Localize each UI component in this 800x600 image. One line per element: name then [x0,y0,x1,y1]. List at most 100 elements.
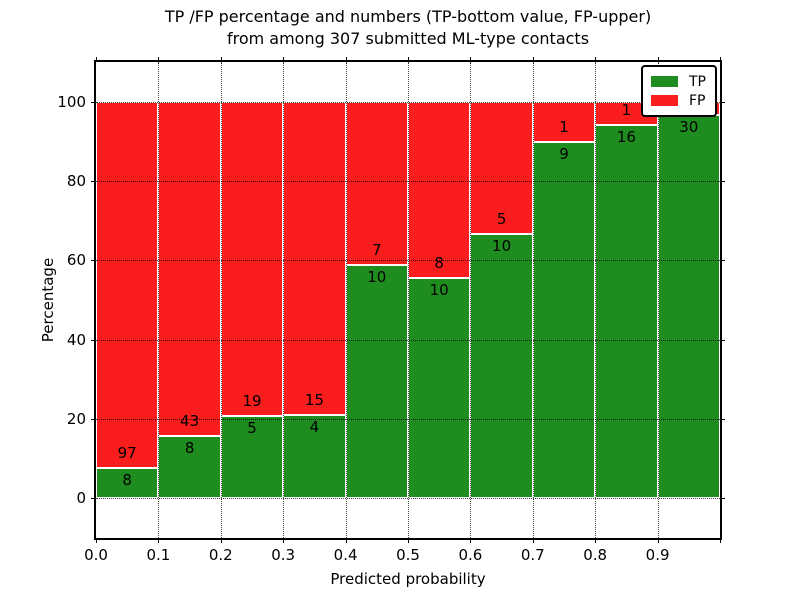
bar-tp-count-label: 8 [184,438,195,457]
x-tick-mark-top [595,57,597,62]
legend-item-fp: FP [651,91,706,110]
y-tick-label: 80 [66,172,86,191]
bar-fp-count-label: 7 [372,241,382,260]
x-tick-mark [408,538,409,543]
bar-tp-segment [595,125,658,498]
bar-tp-count-label: 4 [309,417,320,436]
x-tick-label: 0.2 [208,546,233,564]
x-axis-label: Predicted probability [330,570,486,588]
bar-tp-segment [158,435,221,498]
grid-line-x [408,62,409,538]
x-tick-mark-top [657,57,659,62]
bar-tp-count-label: 10 [492,237,512,255]
grid-line-y [96,102,720,103]
bar-tp-segment [220,415,284,498]
bar-fp-count-label: 1 [559,117,569,136]
x-tick-label: 0.1 [146,546,171,564]
y-tick-mark-right [720,418,725,420]
bar-fp-segment [345,102,408,266]
grid-line-x [158,62,160,538]
x-tick-mark-top [220,57,222,62]
x-tick-label: 0.8 [583,546,608,564]
bar-fp-segment [96,102,159,468]
legend-box: TP FP [641,65,717,117]
grid-line-y [96,260,720,262]
x-tick-mark-top [158,57,160,62]
y-tick-mark [91,418,96,420]
y-tick-mark-right [720,102,725,103]
plot-title-line2: from among 307 submitted ML-type contact… [226,29,590,48]
y-tick-mark [91,339,96,341]
y-tick-mark [91,260,96,262]
y-tick-label: 60 [66,251,86,270]
bar-tp-segment [408,278,471,498]
bar-tp-count-label: 5 [247,418,257,437]
bar-tp-count-label: 8 [122,470,132,489]
y-tick-label: 20 [66,409,86,428]
x-tick-label: 0.7 [520,546,545,564]
bar-fp-count-label: 15 [304,390,324,409]
grid-line-x [220,62,222,538]
grid-line-y [96,339,720,341]
bar-fp-count-label: 97 [117,443,137,462]
y-tick-mark [91,181,96,183]
y-tick-label: 0 [76,489,86,507]
grid-line-y [96,181,720,183]
bar-tp-segment [96,467,159,498]
x-tick-mark [657,538,659,543]
bar-tp-segment [657,114,720,498]
y-tick-mark-right [720,339,725,341]
bar-fp-segment [470,102,533,234]
bar-tp-count-label: 10 [367,268,387,287]
x-tick-mark [283,538,285,543]
grid-line-x [595,62,597,538]
y-tick-mark-right [720,260,725,262]
legend-tp-swatch-icon [651,76,678,87]
x-tick-label: 0.9 [645,546,670,564]
bar-tp-segment [345,265,408,498]
bar-fp-segment [532,102,596,142]
bar-tp-count-label: 30 [679,117,699,136]
legend-fp-label: FP [689,92,706,109]
bar-fp-count-label: 8 [434,254,444,272]
bar-tp-segment [283,414,346,498]
grid-line-x [283,62,285,538]
bar-tp-count-label: 9 [559,144,569,163]
grid-line-x [532,62,534,538]
x-tick-mark-top [720,57,721,62]
x-tick-label: 0.3 [271,546,296,564]
x-tick-mark [220,538,222,543]
bar-tp-count-label: 16 [616,128,636,147]
bar-fp-count-label: 43 [180,411,200,430]
y-tick-mark-right [720,498,725,499]
x-tick-label: 0.5 [396,546,420,564]
plot-area: 897843519415107108105911613010.00.10.20.… [57,57,725,564]
x-tick-label: 0.0 [84,546,108,564]
grid-line-x [345,62,347,538]
y-tick-mark-right [720,181,725,183]
grid-line-y [96,418,720,420]
x-tick-label: 0.4 [333,546,358,564]
x-tick-mark-top [283,57,285,62]
bar-fp-segment [408,102,471,278]
x-tick-mark [532,538,534,543]
x-tick-label: 0.6 [458,546,483,564]
y-tick-label: 100 [57,93,86,111]
plot-title-line1: TP /FP percentage and numbers (TP-bottom… [164,7,652,26]
grid-line-x [470,62,472,538]
y-tick-mark [91,102,96,103]
y-tick-mark [91,498,96,499]
bar-fp-count-label: 5 [496,210,507,228]
bar-fp-count-label: 19 [242,391,262,410]
grid-line-x [657,62,659,538]
y-axis-label: Percentage [39,257,57,343]
x-tick-mark-top [345,57,347,62]
x-tick-mark-top [408,57,409,62]
x-tick-mark-top [96,57,97,62]
x-tick-mark [720,538,721,543]
x-tick-mark [158,538,160,543]
bar-fp-segment [220,102,284,416]
bar-tp-count-label: 10 [429,281,449,299]
bar-fp-count-label: 1 [621,101,632,120]
